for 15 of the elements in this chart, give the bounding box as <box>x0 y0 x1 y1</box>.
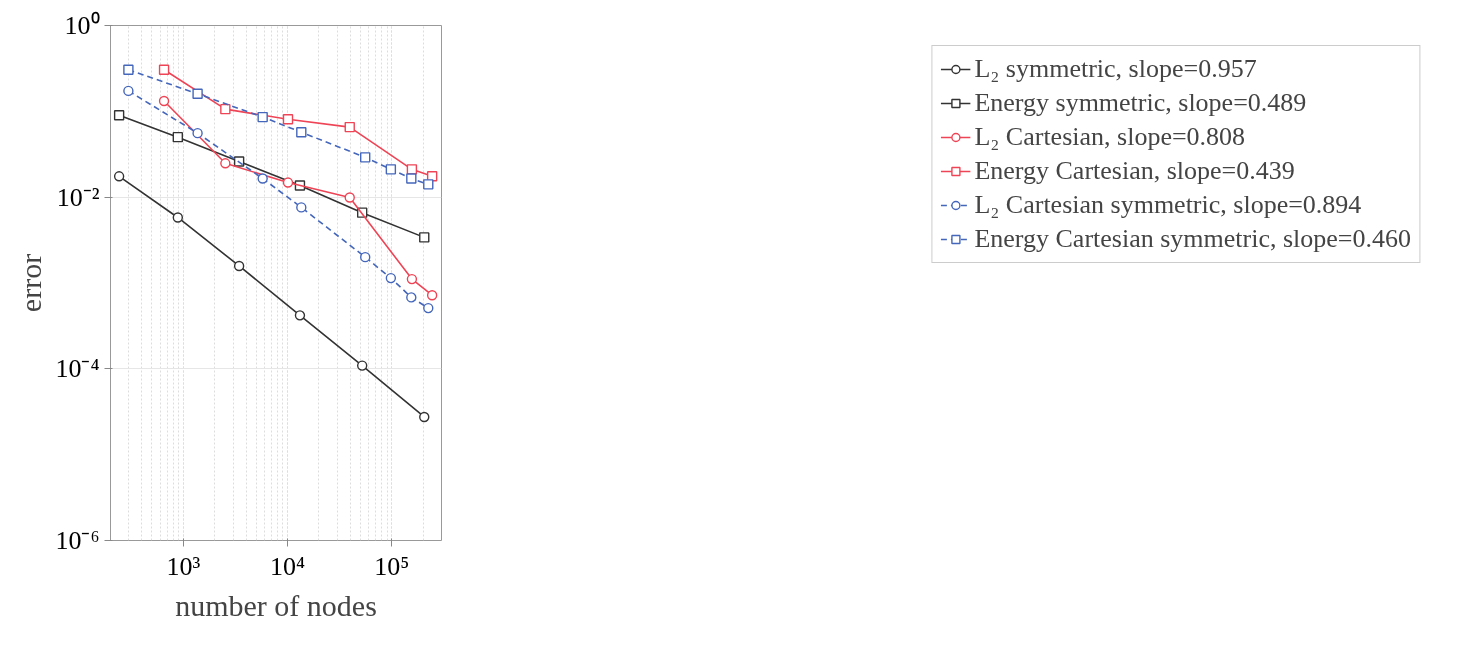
y-tick-label: 10⁻⁴ <box>55 354 100 384</box>
legend-label: L₂ symmetric, slope=0.957 <box>974 54 1257 84</box>
x-tick-label: 10⁵ <box>374 551 410 581</box>
legend-label: L₂ Cartesian symmetric, slope=0.894 <box>974 190 1362 220</box>
legend-label: Energy Cartesian symmetric, slope=0.460 <box>974 224 1411 254</box>
y-tick-label: 10⁰ <box>64 11 100 40</box>
y-axis-title: error <box>14 253 48 313</box>
legend-label: Energy symmetric, slope=0.489 <box>974 88 1307 118</box>
y-tick-label: 10⁻² <box>56 182 100 212</box>
legend-label: Energy Cartesian, slope=0.439 <box>974 156 1295 186</box>
x-tick-label: 10⁴ <box>270 551 306 581</box>
legend-label: L₂ Cartesian, slope=0.808 <box>974 122 1246 152</box>
x-axis-title: number of nodes <box>175 588 377 622</box>
y-tick-label: 10⁻⁶ <box>55 526 100 555</box>
x-tick-label: 10³ <box>166 551 201 581</box>
